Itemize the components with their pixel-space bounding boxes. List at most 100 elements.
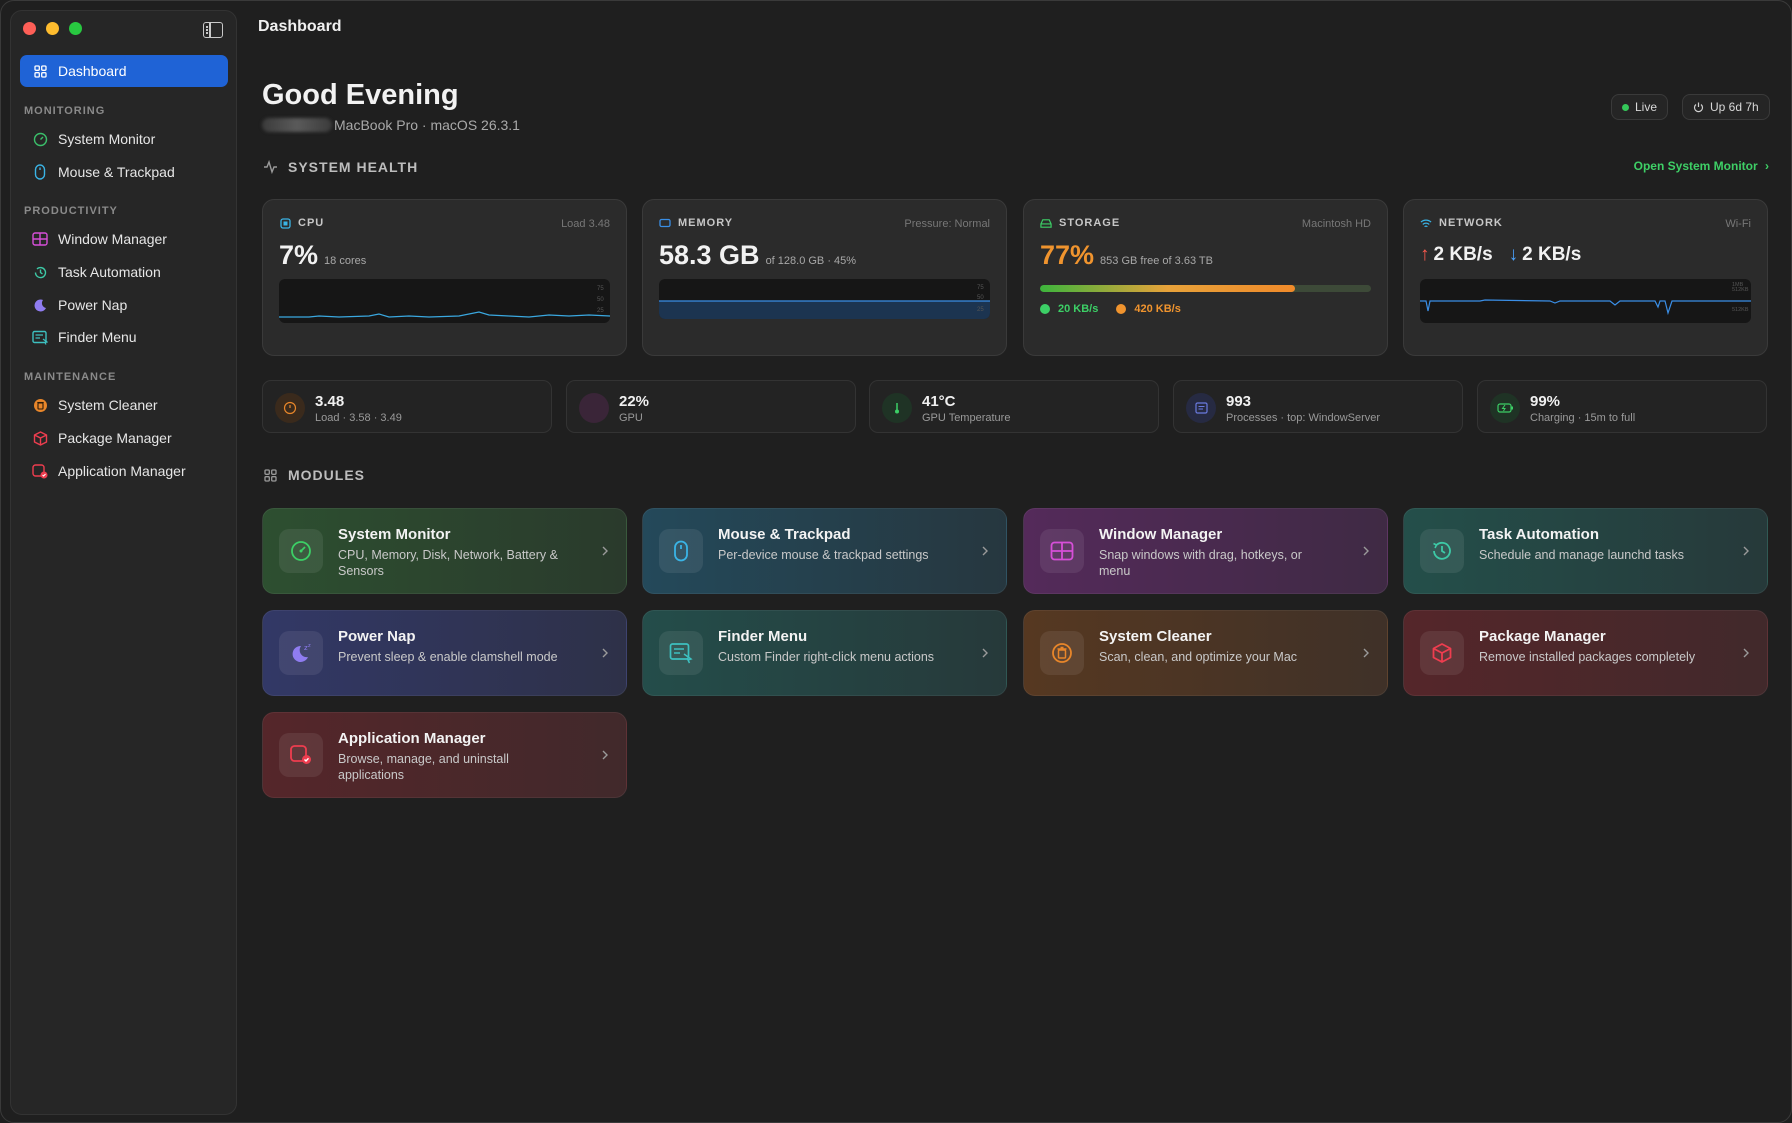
gauge-icon (32, 131, 48, 147)
module-desc: Prevent sleep & enable clamshell mode (338, 650, 558, 664)
close-button[interactable] (23, 22, 36, 35)
gpu-icon (579, 393, 609, 423)
svg-text:1MB: 1MB (1732, 282, 1744, 288)
module-title: System Cleaner (1099, 628, 1212, 645)
sidebar-item-system-cleaner[interactable]: System Cleaner (20, 390, 228, 420)
battery-charging-icon (1490, 393, 1520, 423)
sidebar-item-dashboard[interactable]: Dashboard (20, 55, 228, 87)
chevron-right-icon (982, 648, 988, 658)
module-mouse-trackpad[interactable]: Mouse & Trackpad Per-device mouse & trac… (642, 508, 1007, 594)
waveform-icon (262, 159, 278, 175)
disk-io: 20 KB/s 420 KB/s (1040, 303, 1181, 315)
package-icon (32, 430, 48, 446)
module-system-cleaner[interactable]: System Cleaner Scan, clean, and optimize… (1023, 610, 1388, 696)
network-label: NETWORK (1420, 217, 1503, 229)
sidebar-item-label: Window Manager (58, 231, 167, 247)
module-desc: Scan, clean, and optimize your Mac (1099, 650, 1298, 664)
chevron-right-icon (982, 546, 988, 556)
module-package-manager[interactable]: Package Manager Remove installed package… (1403, 610, 1768, 696)
svg-text:50: 50 (597, 297, 604, 303)
sidebar-item-window-manager[interactable]: Window Manager (20, 224, 228, 254)
sidebar-item-power-nap[interactable]: Power Nap (20, 290, 228, 320)
svg-text:50: 50 (977, 295, 984, 301)
module-desc: Schedule and manage launchd tasks (1479, 548, 1685, 562)
svg-text:512KB: 512KB (1732, 287, 1749, 293)
chevron-right-icon (1363, 546, 1369, 556)
download-value: 2 KB/s (1522, 244, 1582, 265)
live-dot-icon (1622, 103, 1629, 111)
stat-sub: GPU (619, 412, 643, 424)
window-grid-icon (1040, 529, 1084, 573)
sidebar-item-label: System Monitor (58, 131, 156, 147)
drive-icon (1040, 217, 1052, 229)
zoom-button[interactable] (69, 22, 82, 35)
sidebar-item-system-monitor[interactable]: System Monitor (20, 124, 228, 154)
memory-card[interactable]: MEMORY Pressure: Normal 58.3 GB of 128.0 … (642, 199, 1007, 356)
package-icon (1420, 631, 1464, 675)
cpu-card[interactable]: CPU Load 3.48 7% 18 cores 75 50 25 (262, 199, 627, 356)
module-title: System Monitor (338, 526, 451, 543)
module-window-manager[interactable]: Window Manager Snap windows with drag, h… (1023, 508, 1388, 594)
module-desc: Custom Finder right-click menu actions (718, 650, 935, 664)
sidebar-item-mouse-trackpad[interactable]: Mouse & Trackpad (20, 157, 228, 187)
stat-battery: 99% Charging · 15m to full (1477, 380, 1767, 433)
sidebar: Dashboard MONITORING System Monitor Mous… (10, 10, 237, 1115)
uptime-badge: Up 6d 7h (1682, 94, 1770, 120)
sidebar-item-label: System Cleaner (58, 397, 158, 413)
storage-free: 853 GB free of 3.63 TB (1100, 255, 1213, 267)
value: 7% (279, 240, 319, 270)
module-task-automation[interactable]: Task Automation Schedule and manage laun… (1403, 508, 1768, 594)
value: 77% (1040, 240, 1095, 270)
memory-pressure: Pressure: Normal (904, 218, 990, 230)
window-grid-icon (32, 231, 48, 247)
sidebar-item-application-manager[interactable]: Application Manager (20, 456, 228, 486)
trash-circle-icon (1040, 631, 1084, 675)
stat-sub: Charging · 15m to full (1530, 412, 1636, 424)
mouse-icon (659, 529, 703, 573)
chevron-right-icon (1743, 546, 1749, 556)
svg-text:z: z (308, 643, 311, 649)
trash-circle-icon (32, 397, 48, 413)
network-card[interactable]: NETWORK Wi-Fi ↑ 2 KB/s ↓ 2 KB/s 1MB 512KB … (1403, 199, 1768, 356)
arrow-down-icon: ↓ (1508, 244, 1519, 265)
stat-value: 3.48 (315, 393, 345, 410)
storage-card[interactable]: STORAGE Macintosh HD 77% 853 GB free of 3… (1023, 199, 1388, 356)
module-system-monitor[interactable]: System Monitor CPU, Memory, Disk, Networ… (262, 508, 627, 594)
svg-text:25: 25 (597, 308, 604, 314)
disk-write: 420 KB/s (1116, 303, 1181, 315)
module-application-manager[interactable]: Application Manager Browse, manage, and … (262, 712, 627, 798)
device-label: MacBook Pro · macOS 26.3.1 (334, 117, 520, 133)
card-label: MEMORY (678, 217, 734, 229)
disk-read-value: 20 KB/s (1058, 303, 1099, 315)
card-label: CPU (298, 217, 325, 229)
sidebar-item-package-manager[interactable]: Package Manager (20, 423, 228, 453)
sidebar-item-finder-menu[interactable]: Finder Menu (20, 322, 228, 352)
memory-value: 58.3 GB of 128.0 GB · 45% (659, 240, 856, 271)
sidebar-toggle-icon[interactable] (203, 22, 223, 38)
disk-read: 20 KB/s (1040, 303, 1098, 315)
section-label-maintenance: MAINTENANCE (24, 371, 117, 383)
minimize-button[interactable] (46, 22, 59, 35)
open-system-monitor-link[interactable]: Open System Monitor › (1634, 159, 1769, 173)
memory-icon (659, 217, 671, 229)
network-throughput: ↑ 2 KB/s ↓ 2 KB/s (1420, 244, 1581, 266)
storage-usage-bar (1040, 285, 1371, 292)
wifi-icon (1420, 217, 1432, 229)
module-finder-menu[interactable]: Finder Menu Custom Finder right-click me… (642, 610, 1007, 696)
moon-icon (32, 297, 48, 313)
section-label-productivity: PRODUCTIVITY (24, 205, 118, 217)
module-desc: Per-device mouse & trackpad settings (718, 548, 929, 562)
grid-icon (32, 63, 48, 79)
main-content: Dashboard Good Evening MacBook Pro · mac… (237, 1, 1791, 1122)
stat-gpu: 22% GPU (566, 380, 856, 433)
chevron-right-icon (1363, 648, 1369, 658)
module-title: Power Nap (338, 628, 416, 645)
card-label: STORAGE (1059, 217, 1121, 229)
section-label-monitoring: MONITORING (24, 105, 106, 117)
stat-sub: GPU Temperature (922, 412, 1011, 424)
cpu-label: CPU (279, 217, 324, 229)
module-desc: Snap windows with drag, hotkeys, or menu (1099, 548, 1302, 578)
sidebar-item-task-automation[interactable]: Task Automation (20, 257, 228, 287)
disk-write-value: 420 KB/s (1134, 303, 1181, 315)
